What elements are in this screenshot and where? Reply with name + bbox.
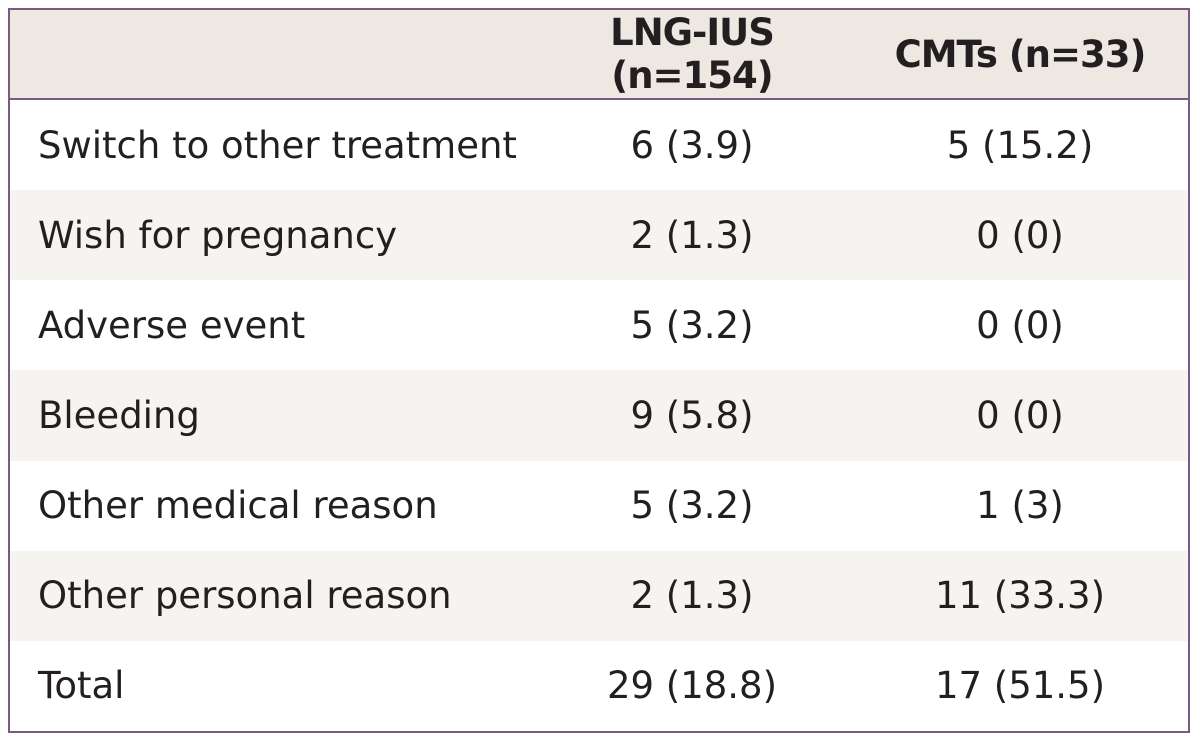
table: LNG-IUS (n=154) CMTs (n=33) Switch to ot… bbox=[10, 10, 1188, 731]
row-label: Adverse event bbox=[38, 303, 306, 347]
value-cell: 1 (3) bbox=[976, 484, 1064, 528]
table-row: Other personal reason 2 (1.3) 11 (33.3) bbox=[10, 550, 1188, 641]
header-cell: CMTs (n=33) bbox=[852, 10, 1188, 100]
value-cell: 9 (5.8) bbox=[532, 370, 852, 461]
row-label: Other personal reason bbox=[10, 550, 532, 641]
value-cell: 5 (15.2) bbox=[946, 123, 1094, 167]
row-label: Bleeding bbox=[10, 370, 532, 461]
value-cell: 0 (0) bbox=[976, 303, 1064, 347]
table-row: Other medical reason 5 (3.2) 1 (3) bbox=[10, 461, 1188, 551]
table-frame: LNG-IUS (n=154) CMTs (n=33) Switch to ot… bbox=[8, 8, 1190, 733]
value-cell: 0 (0) bbox=[852, 190, 1188, 281]
value-cell: 5 (3.2) bbox=[630, 484, 754, 528]
value-cell: 17 (51.5) bbox=[934, 664, 1106, 708]
value-cell: 6 (3.9) bbox=[630, 123, 754, 167]
table-body: Switch to other treatment 6 (3.9) 5 (15.2)… bbox=[10, 99, 1188, 731]
row-label: Total bbox=[38, 664, 125, 708]
table-row: Wish for pregnancy 2 (1.3) 0 (0) bbox=[10, 190, 1188, 281]
value-cell: 11 (33.3) bbox=[852, 550, 1188, 641]
header-cell bbox=[10, 10, 532, 100]
table-header: LNG-IUS (n=154) CMTs (n=33) bbox=[10, 10, 1188, 100]
value-cell: 5 (3.2) bbox=[630, 303, 754, 347]
value-cell: 29 (18.8) bbox=[606, 664, 778, 708]
header-row: LNG-IUS (n=154) CMTs (n=33) bbox=[10, 10, 1188, 100]
table-row: Switch to other treatment 6 (3.9) 5 (15.2) bbox=[10, 99, 1188, 190]
header-cell: LNG-IUS (n=154) bbox=[532, 10, 852, 100]
table-row: Total 29 (18.8) 17 (51.5) bbox=[10, 641, 1188, 731]
value-cell: 2 (1.3) bbox=[532, 550, 852, 641]
row-label: Wish for pregnancy bbox=[10, 190, 532, 281]
row-label: Switch to other treatment bbox=[38, 123, 517, 167]
value-cell: 2 (1.3) bbox=[532, 190, 852, 281]
table-row: Adverse event 5 (3.2) 0 (0) bbox=[10, 280, 1188, 370]
table-row: Bleeding 9 (5.8) 0 (0) bbox=[10, 370, 1188, 461]
row-label: Other medical reason bbox=[38, 484, 438, 528]
value-cell: 0 (0) bbox=[852, 370, 1188, 461]
